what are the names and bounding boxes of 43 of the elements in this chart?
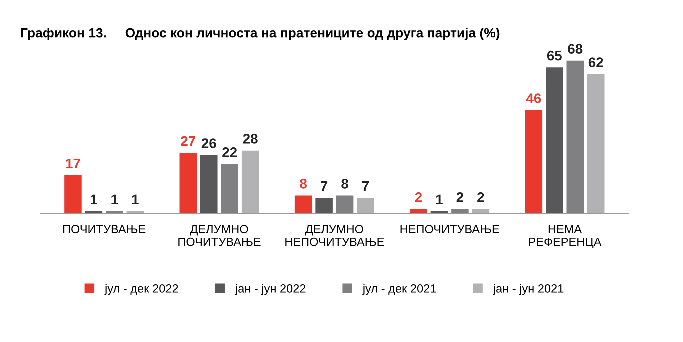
data-label: 17 — [66, 158, 80, 168]
x-tick-label: ДЕЛУМНО НЕПОЧИТУВАЊЕ — [286, 225, 384, 246]
bar — [336, 196, 354, 214]
data-label: 1 — [436, 194, 443, 204]
bar — [525, 110, 543, 214]
bar — [357, 198, 374, 214]
x-tick-label: НЕПОЧИТУВАЊЕ — [400, 225, 500, 234]
data-label: 2 — [415, 192, 422, 202]
data-label: 68 — [568, 44, 583, 54]
legend-label: јан - јун 2022 — [235, 284, 306, 296]
bar — [221, 164, 238, 214]
bar — [587, 74, 605, 214]
data-label: 28 — [243, 134, 258, 144]
bar — [566, 60, 584, 214]
x-tick-label: ПОЧИТУВАЊЕ — [63, 225, 146, 234]
data-label: 62 — [588, 58, 604, 68]
bar — [64, 176, 82, 214]
data-label: 65 — [547, 50, 562, 61]
bar — [546, 68, 564, 214]
data-label: 1 — [132, 194, 139, 204]
bar — [180, 153, 198, 214]
legend-label: јул - дек 2021 — [362, 284, 436, 296]
data-label: 26 — [202, 138, 216, 148]
data-label: 1 — [90, 194, 98, 204]
data-label: 27 — [181, 136, 196, 146]
chart-title: Графикон 13. Однос кон личноста на пратениците од друга партија (%) — [21, 28, 500, 40]
data-label: 8 — [342, 179, 348, 189]
bar — [200, 155, 218, 214]
data-label: 8 — [300, 179, 308, 189]
bar — [242, 150, 260, 214]
legend-label: јан - јун 2021 — [493, 284, 564, 296]
data-label: 7 — [321, 181, 328, 191]
data-label: 22 — [222, 148, 238, 158]
x-tick-label: НЕМА РЕФЕРЕНЦА — [529, 225, 602, 248]
x-tick-label: ДЕЛУМНО ПОЧИТУВАЊЕ — [178, 225, 261, 246]
bar — [316, 198, 333, 214]
data-label: 2 — [456, 192, 464, 202]
data-label: 1 — [112, 194, 118, 204]
data-label: 7 — [362, 181, 370, 191]
data-label: 2 — [478, 192, 484, 202]
bar — [294, 196, 312, 214]
legend-label: јул - дек 2022 — [104, 284, 178, 296]
data-label: 46 — [526, 94, 542, 104]
